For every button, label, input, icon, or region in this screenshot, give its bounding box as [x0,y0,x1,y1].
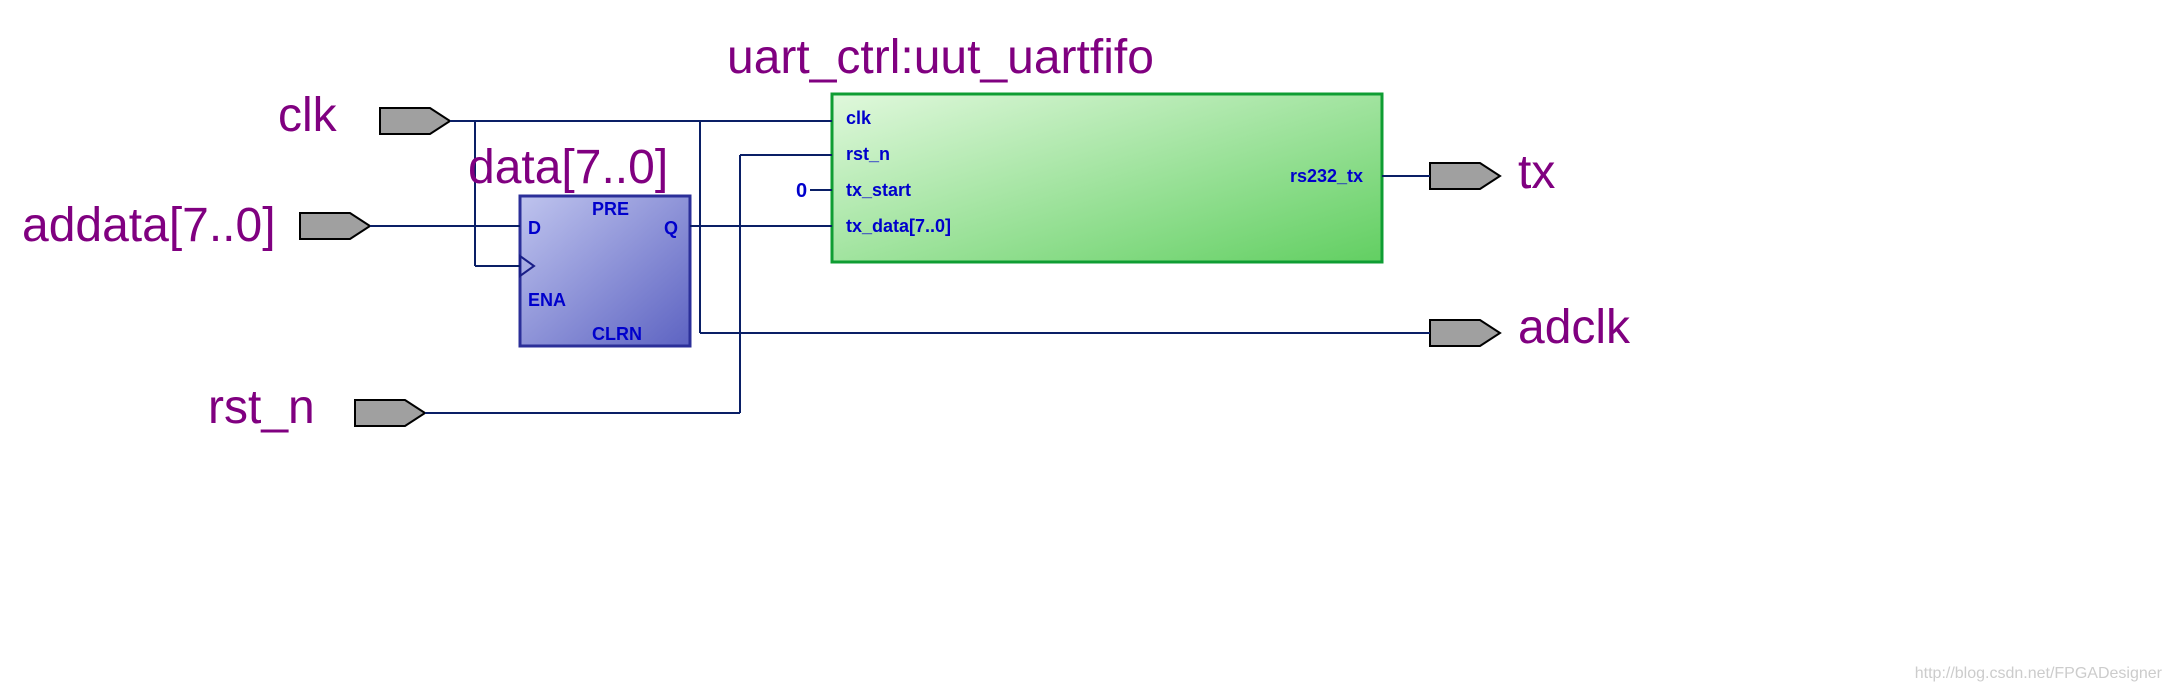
ff-pre: PRE [592,199,629,220]
label-adclk: adclk [1518,300,1630,355]
label-data: data[7..0] [468,140,668,195]
diagram-canvas: clk addata[7..0] rst_n data[7..0] uart_c… [0,0,2172,689]
blk-out-0: rs232_tx [1290,166,1363,187]
pin-tx [1430,163,1500,189]
pin-rst-n [355,400,425,426]
blk-in-0: clk [846,108,871,129]
pin-clk [380,108,450,134]
blk-in-2: tx_start [846,180,911,201]
watermark: http://blog.csdn.net/FPGADesigner [1915,665,2162,683]
blk-in-3: tx_data[7..0] [846,216,951,237]
ff-q: Q [664,218,678,239]
label-block-title: uart_ctrl:uut_uartfifo [727,30,1154,85]
label-clk: clk [278,88,337,143]
pin-addata [300,213,370,239]
blk-in-1: rst_n [846,144,890,165]
label-rst-n: rst_n [208,380,315,435]
label-tx: tx [1518,145,1555,200]
ff-d: D [528,218,541,239]
ff-clrn: CLRN [592,324,642,345]
const-zero: 0 [796,180,807,203]
label-addata: addata[7..0] [22,198,276,253]
pin-adclk [1430,320,1500,346]
ff-ena: ENA [528,290,566,311]
